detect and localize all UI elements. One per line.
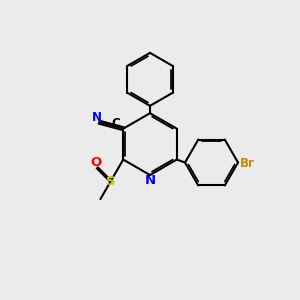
Text: Br: Br: [239, 158, 254, 170]
Text: O: O: [90, 156, 101, 169]
Text: C: C: [112, 117, 121, 130]
Text: N: N: [92, 111, 102, 124]
Text: N: N: [145, 174, 156, 188]
Text: S: S: [106, 175, 116, 188]
